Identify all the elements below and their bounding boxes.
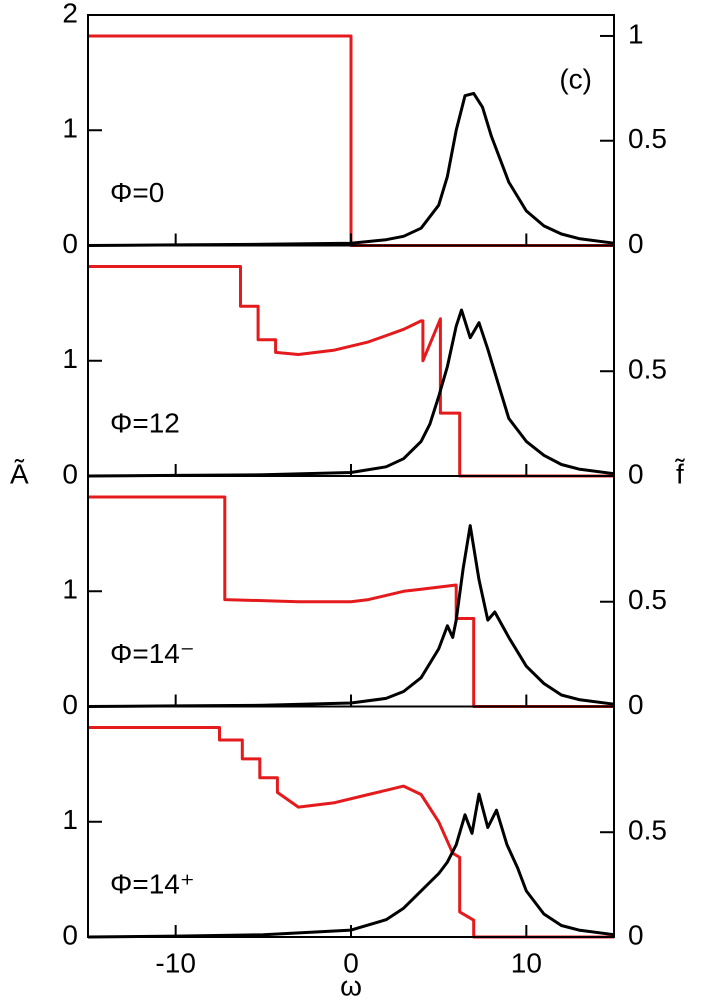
y-tick-label: 0 xyxy=(62,458,78,489)
y2-tick-label: 0 xyxy=(628,458,644,489)
x-tick-label: 10 xyxy=(511,947,542,978)
data-line xyxy=(87,792,615,939)
y-tick-label: 1 xyxy=(62,574,78,605)
data-line xyxy=(88,495,614,708)
y2-tick-label: 0.5 xyxy=(628,815,667,846)
y2-tick-label: 0.5 xyxy=(628,584,667,615)
panel-annotation: Φ=14⁻ xyxy=(110,638,195,669)
y-tick-label: 1 xyxy=(62,343,78,374)
y-tick-label: 2 xyxy=(62,0,78,28)
data-line xyxy=(87,308,615,478)
data-line xyxy=(88,34,614,247)
panel-annotation: Φ=0 xyxy=(110,177,164,208)
x-tick-label: -10 xyxy=(155,947,195,978)
y2-tick-label: 1 xyxy=(628,18,644,49)
x-axis-label: ω xyxy=(340,970,362,1000)
y2-axis-label: f̃ xyxy=(674,458,685,489)
y-axis-label: Ã xyxy=(10,458,29,489)
panel-annotation: Φ=14⁺ xyxy=(110,869,195,900)
x-tick-label: 0 xyxy=(343,947,359,978)
panel-label: (c) xyxy=(559,63,592,94)
y2-tick-label: 0 xyxy=(628,919,644,950)
data-line xyxy=(88,265,614,478)
y2-tick-label: 0 xyxy=(628,228,644,259)
y2-tick-label: 0.5 xyxy=(628,354,667,385)
y-tick-label: 1 xyxy=(62,113,78,144)
y-tick-label: 1 xyxy=(62,804,78,835)
y2-tick-label: 0.5 xyxy=(628,123,667,154)
data-line xyxy=(88,726,614,939)
data-line xyxy=(87,91,615,247)
y-tick-label: 0 xyxy=(62,228,78,259)
y2-tick-label: 0 xyxy=(628,689,644,720)
plot-frame xyxy=(87,244,615,477)
panel-annotation: Φ=12 xyxy=(110,408,180,439)
y-tick-label: 0 xyxy=(62,919,78,950)
plot-frame xyxy=(87,475,615,708)
y-tick-label: 0 xyxy=(62,689,78,720)
data-line xyxy=(87,524,615,708)
